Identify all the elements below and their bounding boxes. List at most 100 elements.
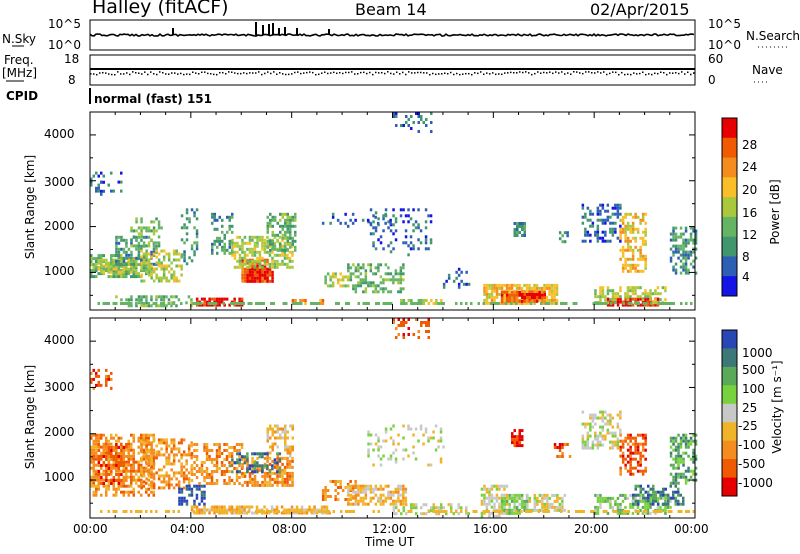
velocity-cell	[288, 474, 292, 478]
power-cell	[92, 275, 95, 279]
power-cell	[364, 275, 368, 279]
power-cell	[492, 302, 495, 305]
velocity-cell	[152, 433, 155, 437]
power-cell	[553, 283, 556, 287]
power-cell	[687, 271, 690, 275]
nsky-spike	[278, 28, 280, 35]
velocity-cell	[437, 510, 440, 513]
power-cell	[407, 208, 410, 212]
power-cell	[135, 247, 138, 251]
nave-dot	[294, 71, 296, 74]
velocity-cell	[596, 505, 600, 509]
power-cell	[604, 233, 607, 237]
velocity-cell	[634, 457, 637, 461]
velocity-cell	[213, 511, 216, 515]
power-cell	[130, 257, 133, 261]
power-cell	[331, 281, 335, 285]
velocity-cell	[399, 502, 403, 506]
velocity-heatmap	[90, 318, 698, 518]
velocity-cell	[347, 490, 350, 494]
power-cell	[614, 212, 617, 216]
velocity-cell	[687, 466, 690, 470]
velocity-cell	[672, 475, 675, 479]
velocity-cell	[256, 452, 259, 456]
power-cell	[203, 300, 206, 304]
velocity-cell	[305, 511, 309, 515]
power-cell	[147, 261, 151, 265]
velocity-cell	[145, 454, 148, 458]
velocity-cell	[92, 442, 95, 446]
nave-dot	[417, 71, 419, 74]
power-cell	[90, 272, 93, 276]
nave-dot	[351, 71, 353, 73]
velocity-cell	[422, 433, 425, 437]
power-cell	[339, 221, 342, 225]
velocity-cell	[198, 487, 201, 491]
power-cell	[387, 266, 390, 270]
velocity-cell	[384, 499, 388, 503]
velocity-cell	[634, 499, 637, 503]
velocity-cell	[291, 436, 294, 440]
power-cell	[193, 211, 196, 215]
power-cell	[137, 257, 140, 261]
velocity-cell	[160, 474, 163, 478]
power-cell	[629, 269, 632, 273]
power-cell	[599, 289, 602, 293]
velocity-cell	[518, 429, 521, 433]
velocity-cell	[533, 505, 537, 509]
power-cell	[533, 293, 536, 296]
velocity-cell	[349, 496, 353, 500]
velocity-cell	[601, 419, 605, 423]
velocity-cell	[367, 487, 370, 491]
power-cell	[344, 212, 347, 216]
velocity-cell	[664, 502, 667, 506]
velocity-cell	[634, 487, 637, 491]
velocity-cell	[97, 380, 100, 384]
power-cell	[140, 295, 143, 299]
velocity-cell	[349, 484, 353, 488]
power-cell	[611, 212, 615, 216]
velocity-cell	[624, 457, 627, 461]
velocity-cell	[172, 510, 175, 513]
power-cell	[198, 303, 201, 307]
power-cell	[241, 250, 244, 254]
velocity-cell	[127, 469, 130, 473]
power-cell	[692, 226, 695, 230]
power-cell	[256, 250, 259, 254]
velocity-cell	[132, 451, 135, 455]
velocity-cell	[193, 461, 196, 464]
power-cell	[263, 276, 267, 280]
velocity-cell	[120, 443, 123, 446]
velocity-cell	[692, 433, 695, 437]
power-cell	[97, 257, 100, 261]
power-cell	[419, 229, 423, 233]
nave-dot	[498, 73, 500, 75]
power-cell	[145, 304, 148, 308]
velocity-cell	[334, 495, 337, 498]
velocity-cell	[392, 502, 395, 506]
velocity-cell	[289, 454, 292, 458]
power-cell	[97, 302, 100, 305]
power-cell	[150, 264, 153, 268]
power-cell	[654, 303, 657, 307]
power-cell	[425, 124, 428, 127]
velocity-cell	[657, 510, 660, 513]
power-cell	[95, 257, 98, 261]
velocity-cell	[243, 471, 247, 475]
power-cell	[286, 215, 289, 219]
velocity-cell	[172, 456, 176, 460]
velocity-cell	[624, 436, 627, 440]
velocity-cell	[137, 469, 140, 473]
power-cell	[455, 302, 458, 305]
velocity-cell	[142, 474, 146, 478]
velocity-cell	[152, 460, 155, 464]
velocity-cell	[632, 493, 635, 497]
power-cell	[634, 227, 637, 231]
power-cell	[278, 262, 282, 266]
velocity-cell	[584, 422, 587, 426]
power-cell	[644, 212, 647, 216]
velocity-cell	[273, 458, 277, 462]
velocity-cell	[432, 436, 435, 440]
power-cell	[684, 250, 688, 254]
power-cell	[649, 303, 652, 307]
